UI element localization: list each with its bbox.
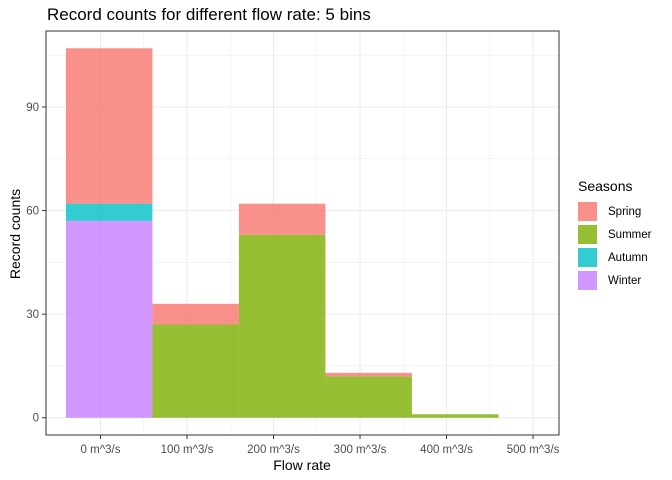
bar-spring-bin-2 [152, 303, 239, 325]
legend-item-winter: Winter [578, 269, 651, 292]
y-tick-label: 60 [26, 206, 39, 218]
legend-swatch-autumn [578, 248, 597, 267]
x-axis-title: Flow rate [273, 457, 331, 473]
legend-swatch-spring [578, 202, 597, 221]
legend-title: Seasons [578, 178, 633, 194]
legend-label-spring: Spring [608, 205, 642, 218]
legend: Seasons Spring Summer Autumn Winter [578, 178, 651, 292]
legend-item-spring: Spring [578, 200, 651, 223]
panel-border [45, 30, 560, 436]
legend-item-autumn: Autumn [578, 246, 651, 269]
legend-label-autumn: Autumn [608, 251, 648, 264]
x-tick-label: 0 m^3/s [81, 444, 121, 456]
bar-summer-bin-2 [152, 324, 239, 418]
x-tick-label: 500 m^3/s [507, 444, 560, 456]
bar-summer-bin-4 [325, 376, 412, 418]
bar-winter-bin-1 [65, 220, 153, 418]
bar-spring-bin-4 [325, 372, 412, 377]
bar-autumn-bin-1 [65, 203, 153, 221]
bar-spring-bin-3 [238, 203, 326, 235]
x-tick-label: 100 m^3/s [161, 444, 214, 456]
legend-items: Spring Summer Autumn Winter [578, 200, 651, 292]
legend-swatch-summer [578, 225, 597, 244]
bar-summer-bin-3 [238, 234, 326, 418]
bars-layer [65, 48, 499, 418]
legend-label-winter: Winter [608, 274, 642, 287]
x-tick-label: 400 m^3/s [420, 444, 473, 456]
bar-summer-bin-5 [411, 414, 499, 418]
chart-title: Record counts for different flow rate: 5… [47, 5, 371, 24]
x-tick-label: 200 m^3/s [247, 444, 300, 456]
legend-label-summer: Summer [608, 228, 652, 241]
y-axis-title: Record counts [7, 189, 23, 279]
y-tick-label: 90 [26, 102, 39, 114]
legend-swatch-winter [578, 271, 597, 290]
bar-spring-bin-1 [65, 48, 153, 204]
legend-item-summer: Summer [578, 223, 651, 246]
axis-layer: 0 m^3/s 100 m^3/s 200 m^3/s 300 m^3/s 400 m^… [26, 102, 559, 456]
y-tick-label: 0 [33, 413, 39, 425]
x-tick-label: 300 m^3/s [334, 444, 387, 456]
y-tick-label: 30 [26, 309, 39, 321]
